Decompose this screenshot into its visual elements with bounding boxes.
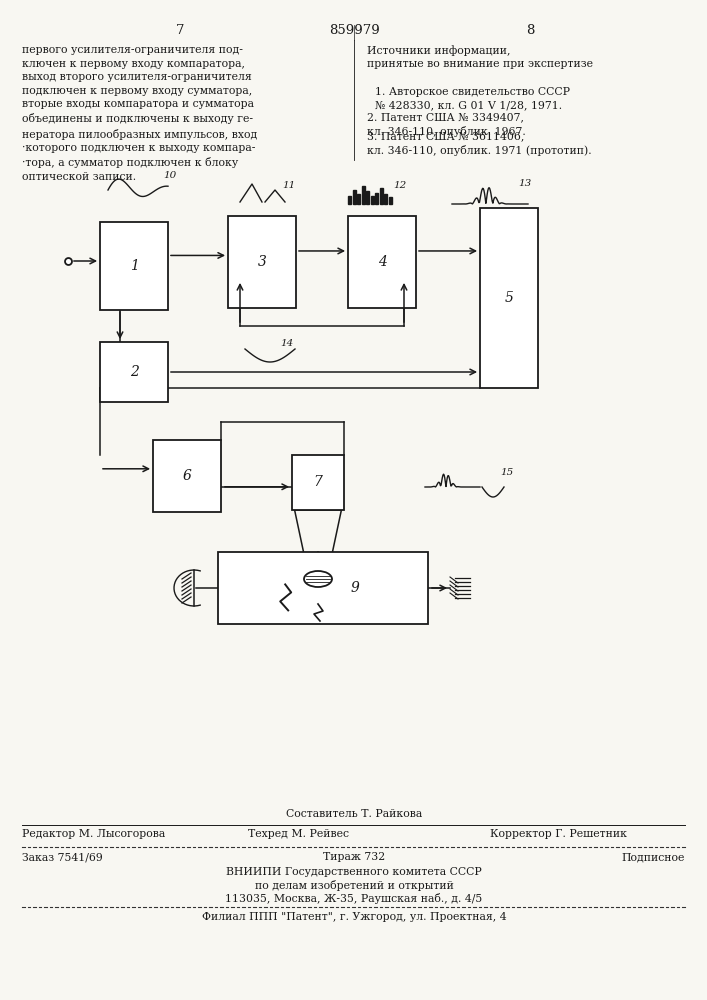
Text: 8: 8 xyxy=(526,23,534,36)
Text: 1: 1 xyxy=(129,259,139,273)
Bar xyxy=(292,455,344,510)
Bar xyxy=(375,193,378,204)
Text: 3. Патент США № 3611406,
кл. 346-110, опублик. 1971 (прототип).: 3. Патент США № 3611406, кл. 346-110, оп… xyxy=(367,131,592,156)
Text: ВНИИПИ Государственного комитета СССР: ВНИИПИ Государственного комитета СССР xyxy=(226,867,482,877)
Text: 9: 9 xyxy=(350,581,359,595)
Text: 6: 6 xyxy=(182,469,192,483)
Text: Редактор М. Лысогорова: Редактор М. Лысогорова xyxy=(22,829,165,839)
Bar xyxy=(218,552,428,624)
Text: Источники информации,
принятые во внимание при экспертизе: Источники информации, принятые во вниман… xyxy=(367,45,593,69)
Bar xyxy=(361,186,365,204)
Bar xyxy=(357,194,360,204)
Text: 7: 7 xyxy=(314,476,322,489)
Text: по делам изобретений и открытий: по делам изобретений и открытий xyxy=(255,880,453,891)
Text: 10: 10 xyxy=(163,171,176,180)
Text: 1. Авторское свидетельство СССР
№ 428330, кл. G 01 V 1/28, 1971.: 1. Авторское свидетельство СССР № 428330… xyxy=(375,87,570,111)
Bar xyxy=(380,188,382,204)
Text: 15: 15 xyxy=(500,468,513,477)
Text: 11: 11 xyxy=(282,181,296,190)
Text: 859979: 859979 xyxy=(329,23,380,36)
Text: Тираж 732: Тираж 732 xyxy=(323,852,385,862)
Bar xyxy=(348,216,416,308)
Text: 2. Патент США № 3349407,
кл. 346-110, опублик. 1967.: 2. Патент США № 3349407, кл. 346-110, оп… xyxy=(367,112,526,137)
Bar xyxy=(480,208,538,388)
Text: Корректор Г. Решетник: Корректор Г. Решетник xyxy=(490,829,627,839)
Text: Составитель Т. Райкова: Составитель Т. Райкова xyxy=(286,809,422,819)
Text: Техред М. Рейвес: Техред М. Рейвес xyxy=(248,829,349,839)
Text: Филиал ППП "Патент", г. Ужгород, ул. Проектная, 4: Филиал ППП "Патент", г. Ужгород, ул. Про… xyxy=(201,912,506,922)
Text: 113035, Москва, Ж-35, Раушская наб., д. 4/5: 113035, Москва, Ж-35, Раушская наб., д. … xyxy=(226,893,483,904)
Text: первого усилителя-ограничителя под-
ключен к первому входу компаратора,
выход вт: первого усилителя-ограничителя под- ключ… xyxy=(22,45,257,182)
Text: 12: 12 xyxy=(393,181,407,190)
Text: 8: 8 xyxy=(335,570,341,579)
Text: 2: 2 xyxy=(129,365,139,379)
Text: 13: 13 xyxy=(518,179,531,188)
Text: 3: 3 xyxy=(257,255,267,269)
Text: Подписное: Подписное xyxy=(621,852,685,862)
Text: 4: 4 xyxy=(378,255,387,269)
Bar xyxy=(389,197,392,204)
Text: 5: 5 xyxy=(505,291,513,305)
Bar xyxy=(366,191,369,204)
Bar xyxy=(100,342,168,402)
Text: 7: 7 xyxy=(176,23,185,36)
Bar xyxy=(228,216,296,308)
Bar xyxy=(370,196,373,204)
Bar xyxy=(153,440,221,512)
Bar xyxy=(353,190,356,204)
Text: Заказ 7541/69: Заказ 7541/69 xyxy=(22,852,103,862)
Bar xyxy=(100,222,168,310)
Bar xyxy=(348,196,351,204)
Ellipse shape xyxy=(304,571,332,587)
Text: 14: 14 xyxy=(280,339,293,348)
Bar xyxy=(384,194,387,204)
